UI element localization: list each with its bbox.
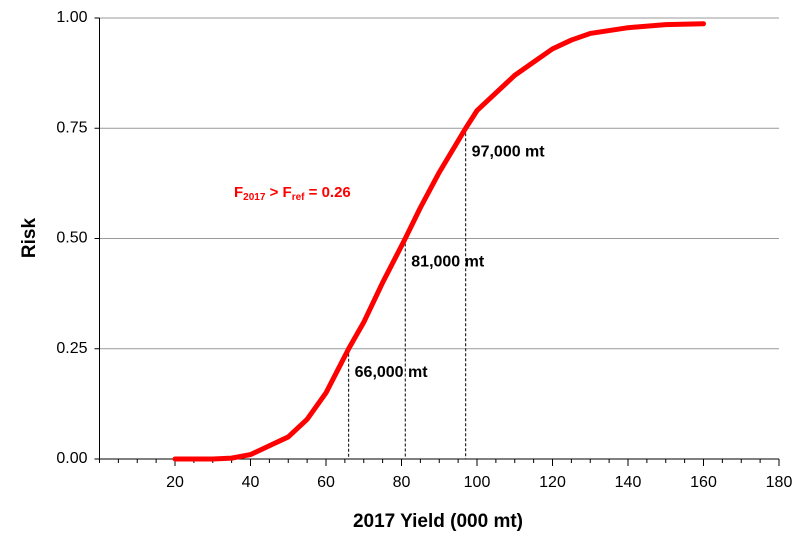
x-tick-label: 100 (464, 474, 491, 491)
y-tick-label: 0.00 (56, 450, 87, 467)
annotation-part: > F (265, 184, 291, 201)
risk-curve (172, 21, 706, 462)
marker-label: 97,000 mt (472, 143, 546, 160)
x-tick-label: 180 (766, 474, 793, 491)
y-tick-label: 1.00 (56, 9, 87, 26)
y-tick-label: 0.50 (56, 230, 87, 247)
marker-label: 66,000 mt (355, 364, 429, 381)
annotation-sub: 2017 (243, 192, 266, 203)
y-tick-label: 0.75 (56, 119, 87, 136)
x-tick-label: 60 (317, 474, 335, 491)
y-tick-label: 0.25 (56, 340, 87, 357)
annotation-part: F (234, 184, 243, 201)
annotation-sub: ref (292, 192, 305, 203)
x-tick-label: 160 (690, 474, 717, 491)
x-tick-label: 80 (393, 474, 411, 491)
annotation: F2017 > Fref = 0.26 (234, 184, 351, 203)
x-axis-label: 2017 Yield (000 mt) (353, 511, 523, 532)
x-tick-label: 120 (539, 474, 566, 491)
annotation-part: = 0.26 (304, 184, 350, 201)
marker-label: 81,000 mt (411, 254, 485, 271)
y-axis-label: Risk (19, 218, 40, 259)
x-tick-label: 40 (242, 474, 260, 491)
x-tick-label: 140 (615, 474, 642, 491)
x-tick-label: 20 (166, 474, 184, 491)
